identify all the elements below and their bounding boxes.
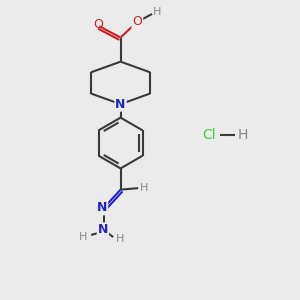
Text: H: H (79, 232, 87, 242)
Text: H: H (238, 128, 248, 142)
Text: N: N (97, 201, 107, 214)
Text: O: O (132, 15, 142, 28)
Text: H: H (153, 8, 161, 17)
Text: H: H (116, 234, 124, 244)
Text: N: N (98, 224, 108, 236)
Text: O: O (93, 18, 103, 32)
Text: N: N (116, 98, 126, 111)
Text: H: H (140, 183, 148, 193)
Text: Cl: Cl (202, 128, 216, 142)
